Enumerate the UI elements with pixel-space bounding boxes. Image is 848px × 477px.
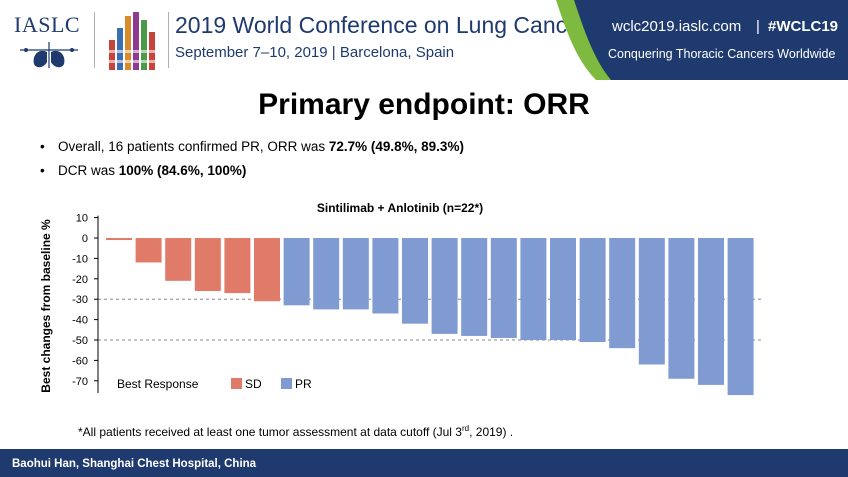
bullet-orr-value: 72.7% (49.8%, 89.3%) — [328, 139, 464, 154]
legend-title: Best Response — [117, 377, 199, 391]
header-divider-2 — [168, 12, 169, 68]
y-tick-label: -70 — [72, 376, 88, 388]
bullet-dcr: • DCR was 100% (84.6%, 100%) — [40, 163, 246, 178]
header-divider-1 — [94, 12, 95, 68]
y-tick-label: 10 — [76, 213, 88, 225]
bar-20 — [668, 238, 695, 379]
iaslc-logo: IASLC — [14, 12, 81, 37]
bar-15 — [520, 238, 547, 340]
presenter-credit: Baohui Han, Shanghai Chest Hospital, Chi… — [12, 458, 257, 470]
bar-2 — [135, 238, 162, 263]
bullet-dcr-value: 100% (84.6%, 100%) — [118, 163, 247, 178]
footnote-text: *All patients received at least one tumo… — [78, 425, 462, 439]
lungs-logo-icon — [20, 42, 78, 68]
chart-title: Sintilimab + Anlotinib (n=22*) — [317, 201, 483, 215]
y-tick-label: -60 — [72, 355, 88, 367]
y-tick-label: -40 — [72, 315, 88, 327]
hashtag: #WCLC19 — [768, 18, 839, 35]
bar-series — [106, 238, 754, 396]
bullet-dot: • — [40, 163, 45, 178]
bar-6 — [254, 238, 280, 302]
bar-12 — [431, 238, 458, 334]
bar-1 — [106, 238, 132, 241]
bullet-dot: • — [40, 139, 45, 154]
green-header-panel — [556, 0, 848, 80]
bar-8 — [313, 238, 340, 310]
bar-3 — [165, 238, 192, 281]
legend-label-pr: PR — [295, 377, 312, 391]
slogan: Conquering Thoracic Cancers Worldwide — [608, 47, 836, 61]
legend-label-sd: SD — [245, 377, 262, 391]
y-tick-label: 0 — [82, 233, 88, 245]
legend: Best Response SD PR — [117, 377, 312, 391]
conference-header: IASLC 2019 World Conference on Lung Canc… — [0, 0, 848, 80]
bar-9 — [342, 238, 369, 310]
header-separator: | — [756, 18, 760, 35]
bullet-dcr-text: DCR was — [58, 163, 119, 178]
bar-11 — [402, 238, 428, 324]
conference-date: September 7–10, 2019 | Barcelona, Spain — [175, 44, 455, 61]
bar-4 — [194, 238, 221, 292]
barcelona-mosaic-icon — [109, 12, 155, 70]
bar-5 — [224, 238, 251, 294]
bar-19 — [638, 238, 665, 365]
y-tick-label: -50 — [72, 335, 88, 347]
bar-10 — [372, 238, 399, 314]
bullet-orr-text: Overall, 16 patients confirmed PR, ORR w… — [58, 139, 329, 154]
bar-17 — [579, 238, 606, 343]
y-axis-label: Best changes from baseline % — [39, 219, 53, 393]
bar-13 — [461, 238, 488, 336]
y-tick-label: -30 — [72, 294, 88, 306]
legend-swatch-pr — [281, 378, 292, 389]
website-link[interactable]: wclc2019.iaslc.com — [612, 18, 742, 35]
footnote-superscript: rd — [461, 424, 470, 433]
conference-title: 2019 World Conference on Lung Cancer — [175, 12, 588, 38]
bullet-orr: • Overall, 16 patients confirmed PR, ORR … — [40, 139, 464, 154]
bar-16 — [550, 238, 576, 340]
footnote-suffix: , 2019) . — [469, 425, 514, 439]
legend-swatch-sd — [231, 378, 242, 389]
bar-14 — [490, 238, 517, 338]
bar-7 — [283, 238, 310, 306]
y-tick-label: -20 — [72, 274, 88, 286]
slide-title: Primary endpoint: ORR — [258, 88, 590, 121]
y-axis: 10 0 -10 -20 -30 -40 -50 -60 -70 — [72, 213, 99, 393]
bar-18 — [609, 238, 636, 349]
y-tick-label: -10 — [72, 253, 88, 265]
bar-21 — [698, 238, 724, 385]
footnote: *All patients received at least one tumo… — [78, 424, 513, 439]
footer-bar — [0, 449, 848, 477]
bar-22 — [727, 238, 754, 396]
